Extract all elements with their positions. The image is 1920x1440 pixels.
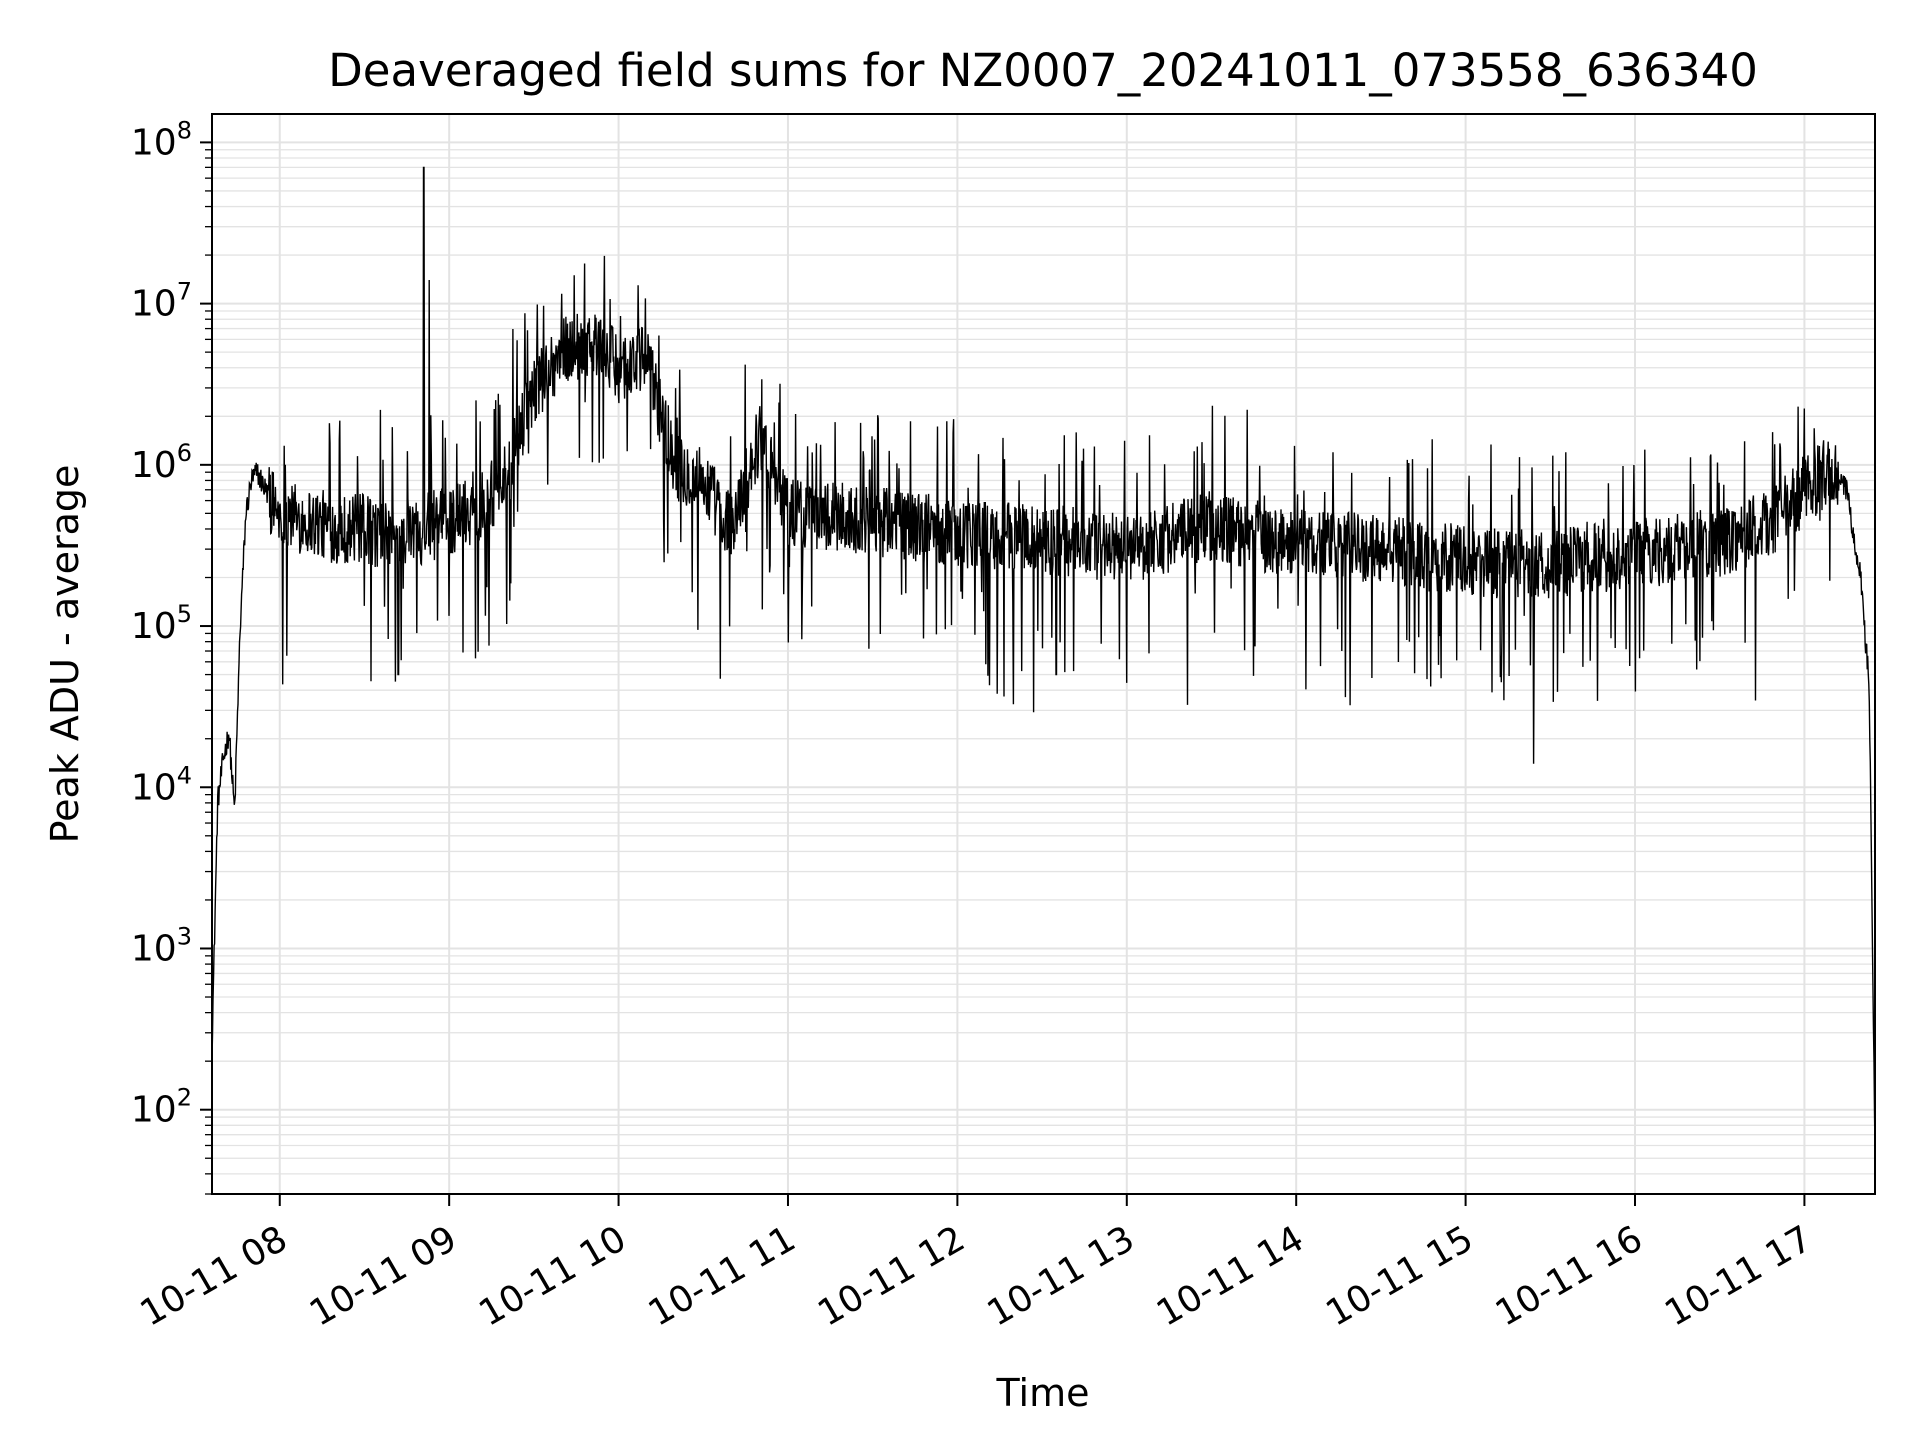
y-tick-base: 10 bbox=[131, 928, 177, 969]
x-tick-label: 10-11 08 bbox=[134, 1218, 295, 1334]
y-tick-label: 103 bbox=[131, 922, 192, 969]
y-tick-exponent: 4 bbox=[177, 761, 192, 789]
minor-grid bbox=[212, 149, 1875, 1195]
x-tick-label: 10-11 14 bbox=[1150, 1218, 1311, 1334]
y-tick-base: 10 bbox=[131, 122, 177, 163]
y-tick-base: 10 bbox=[131, 606, 177, 647]
y-tick-exponent: 5 bbox=[177, 600, 192, 628]
y-tick-base: 10 bbox=[131, 284, 177, 325]
y-tick-label: 107 bbox=[131, 278, 192, 325]
x-tick-label: 10-11 11 bbox=[642, 1218, 803, 1334]
series-line bbox=[211, 166, 1876, 1150]
x-axis-ticks: 10-11 08 10-11 09 10-11 10 10-11 11 10-11 12… bbox=[134, 1194, 1819, 1335]
y-tick-exponent: 2 bbox=[177, 1084, 192, 1112]
x-axis-label: Time bbox=[996, 1371, 1090, 1415]
x-tick-label: 10-11 13 bbox=[981, 1218, 1142, 1334]
y-axis-label: Peak ADU - average bbox=[43, 465, 87, 844]
x-tick-label: 10-11 16 bbox=[1489, 1218, 1650, 1334]
chart-title: Deaveraged field sums for NZ0007_2024101… bbox=[328, 44, 1758, 97]
x-tick-label: 10-11 15 bbox=[1319, 1218, 1480, 1334]
y-tick-base: 10 bbox=[131, 445, 177, 486]
y-tick-base: 10 bbox=[131, 1090, 177, 1131]
y-tick-label: 105 bbox=[131, 600, 192, 647]
major-grid bbox=[212, 114, 1875, 1194]
y-tick-exponent: 8 bbox=[177, 116, 192, 144]
y-tick-exponent: 7 bbox=[177, 278, 192, 306]
y-tick-label: 104 bbox=[131, 761, 192, 808]
x-tick-label: 10-11 10 bbox=[472, 1218, 633, 1334]
y-tick-label: 102 bbox=[131, 1084, 192, 1131]
y-tick-exponent: 6 bbox=[177, 439, 192, 467]
x-tick-label: 10-11 09 bbox=[303, 1218, 464, 1334]
plot-frame bbox=[211, 113, 1876, 1195]
y-tick-label: 106 bbox=[131, 439, 192, 486]
y-tick-exponent: 3 bbox=[177, 922, 192, 950]
x-tick-label: 10-11 12 bbox=[811, 1218, 972, 1334]
x-tick-label: 10-11 17 bbox=[1658, 1218, 1819, 1334]
y-tick-base: 10 bbox=[131, 767, 177, 808]
y-tick-label: 108 bbox=[131, 116, 192, 163]
series-layer bbox=[211, 166, 1876, 1150]
